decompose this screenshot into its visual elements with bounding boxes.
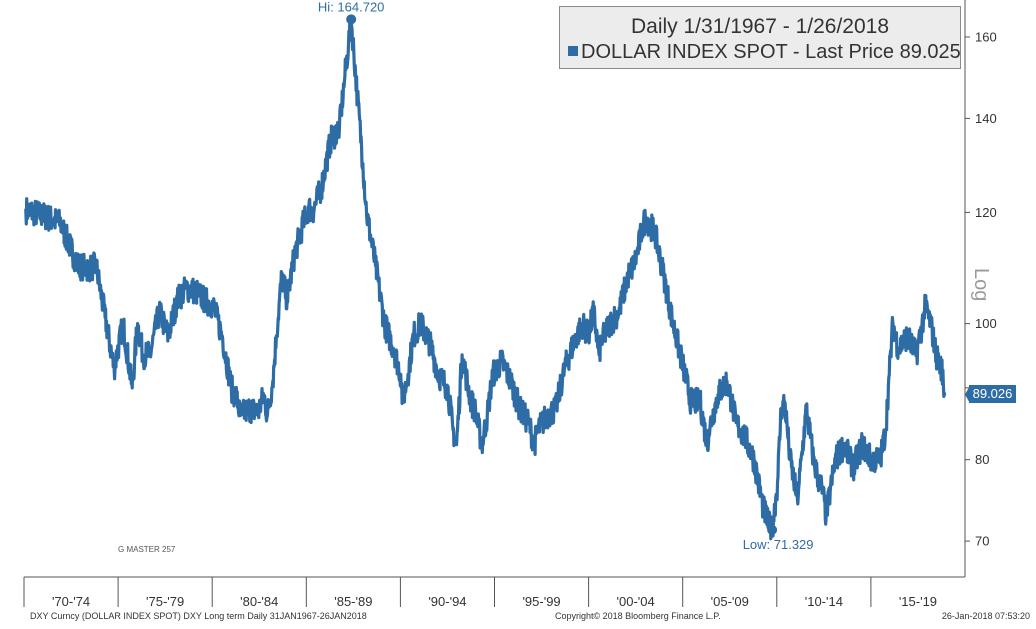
x-tick-label: '85-'89	[334, 594, 372, 609]
legend-entry: DOLLAR INDEX SPOT - Last Price 89.025	[568, 41, 961, 64]
x-tick-label: '10-'14	[805, 594, 843, 609]
y-tick-label: 140	[975, 111, 997, 126]
y-tick-label: 100	[975, 316, 997, 331]
x-tick-label: '95-'99	[522, 594, 560, 609]
x-tick-label: '90-'94	[428, 594, 466, 609]
x-tick-label: '15-'19	[899, 594, 937, 609]
x-tick-label: '75-'79	[146, 594, 184, 609]
low-point-marker	[767, 524, 778, 535]
y-tick-label: 80	[975, 452, 989, 467]
legend-title: Daily 1/31/1967 - 1/26/2018	[630, 15, 890, 38]
last-price-pointer	[965, 385, 970, 404]
footer-source: DXY Curncy (DOLLAR INDEX SPOT) DXY Long …	[30, 611, 367, 621]
last-price-tag: 89.026	[969, 385, 1016, 404]
high-annotation: Hi: 164.720	[318, 0, 385, 14]
y-axis-scale-label: Log	[970, 268, 992, 302]
y-tick-label: 70	[975, 534, 989, 549]
x-tick-label: '05-'09	[711, 594, 749, 609]
footer-copyright: Copyright© 2018 Bloomberg Finance L.P.	[555, 611, 721, 621]
series-line-dollar-index	[24, 16, 947, 541]
legend-box: Daily 1/31/1967 - 1/26/2018 DOLLAR INDEX…	[559, 6, 961, 69]
x-tick-label: '00-'04	[617, 594, 655, 609]
high-point-marker	[346, 14, 357, 25]
low-annotation: Low: 71.329	[743, 537, 814, 552]
x-tick-label: '80-'84	[240, 594, 278, 609]
legend-swatch	[568, 46, 578, 56]
y-tick-label: 160	[975, 29, 997, 44]
x-tick-label: '70-'74	[52, 594, 90, 609]
legend-entry-label: DOLLAR INDEX SPOT - Last Price 89.025	[581, 41, 961, 63]
x-axis: '70-'74 '75-'79 '80-'84 '85-'89 '90-'94 '95-'…	[52, 577, 937, 609]
y-axis: 70 80 100 120 140 160	[965, 29, 997, 549]
watermark-text: G MASTER 257	[118, 545, 176, 554]
footer-timestamp: 26-Jan-2018 07:53:20	[941, 611, 1030, 621]
y-tick-label: 120	[975, 205, 997, 220]
